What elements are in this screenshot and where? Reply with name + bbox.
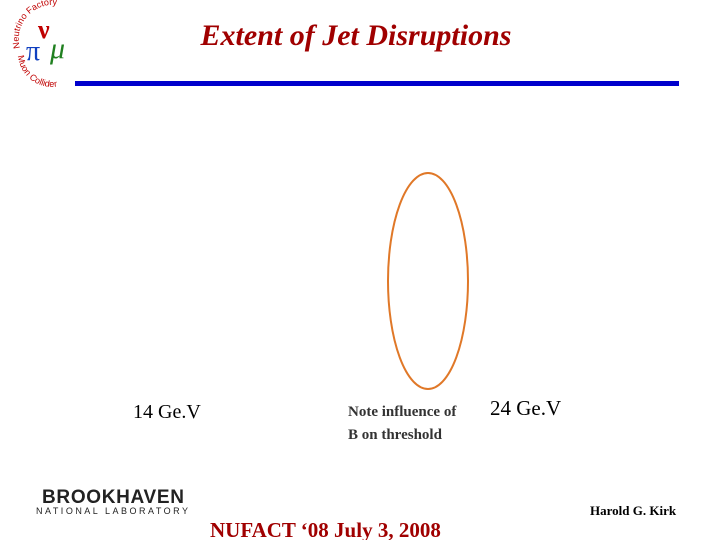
logo-nu: ν [37,15,50,44]
lab-subtitle: NATIONAL LABORATORY [36,506,188,516]
logo-pi: π [26,36,40,67]
note-line-1: Note influence of [348,404,457,420]
highlight-ellipse [387,172,469,390]
lab-name: BROOKHAVEN [42,487,184,508]
title: Extent of Jet Disruptions [200,19,512,52]
author: Harold G. Kirk [590,503,677,518]
title-rule [75,81,679,86]
left-label: 14 Ge.V [133,401,201,423]
right-label: 24 Ge.V [490,396,561,420]
note-line-2: B on threshold [348,427,443,443]
logo-mu: μ [49,32,65,65]
event: NUFACT ‘08 July 3, 2008 [210,518,441,540]
logo: Neutrino Factory Muon Collider ν π μ [11,0,65,89]
